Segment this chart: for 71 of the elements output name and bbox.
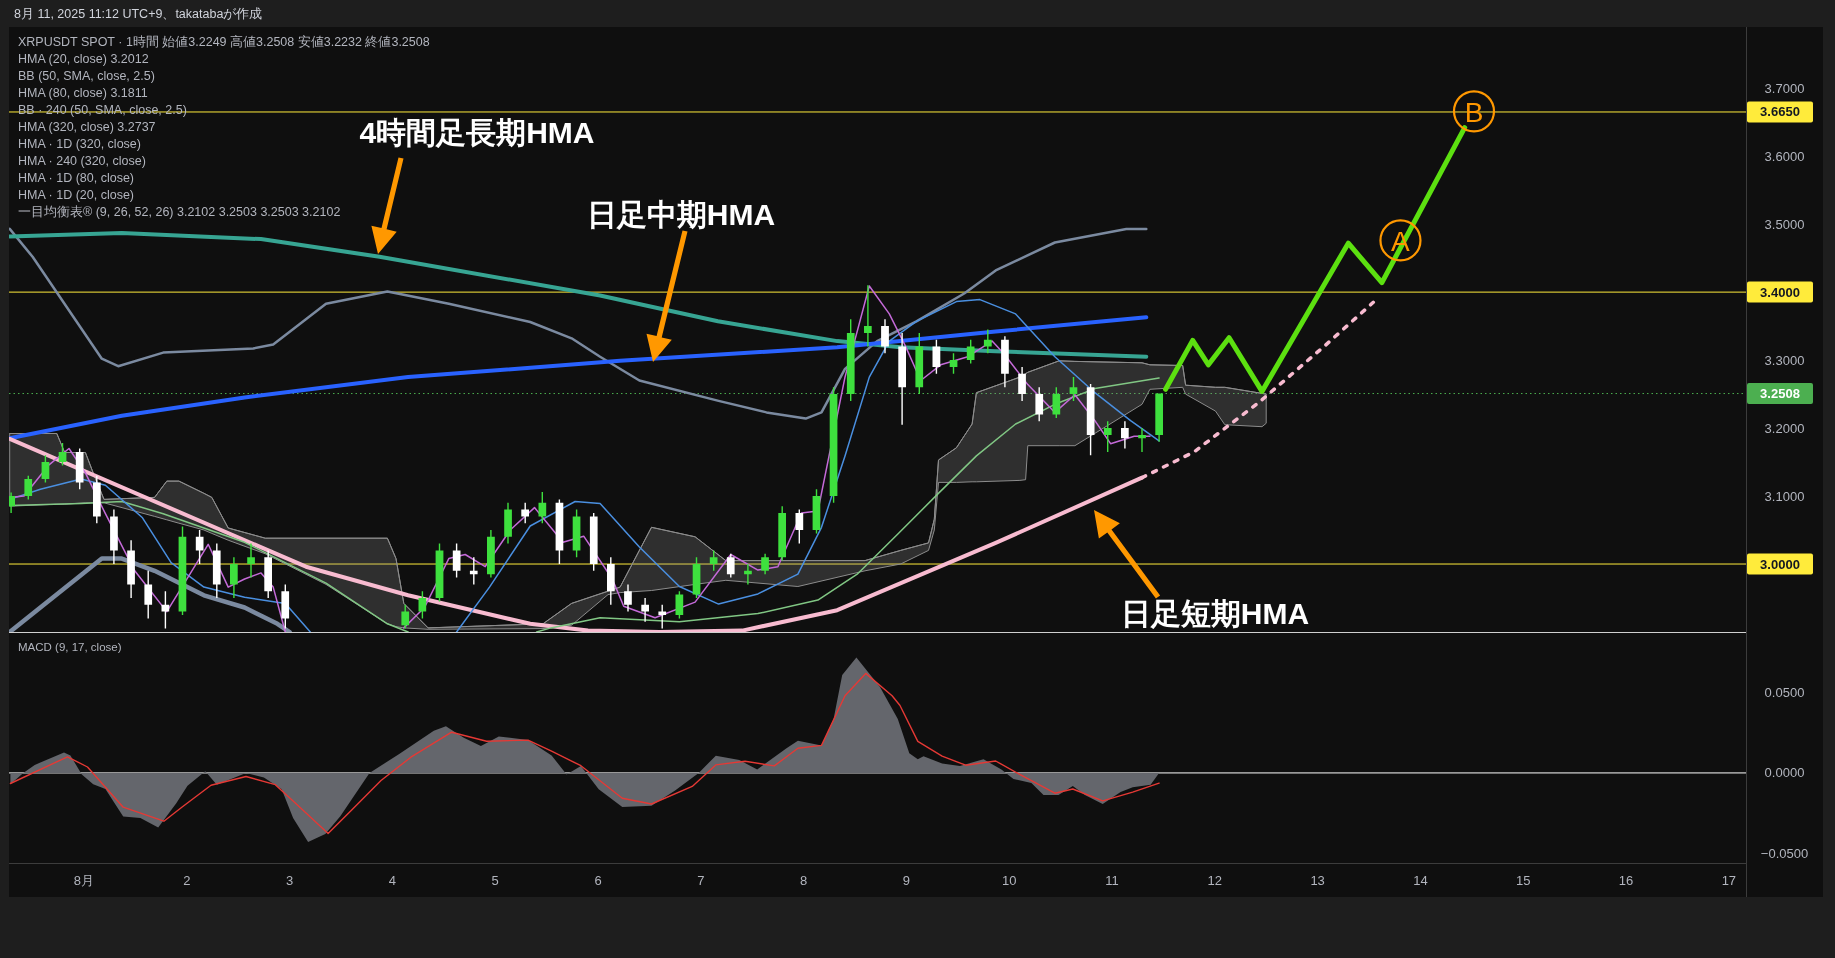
- ref-line-label: 3.6650: [1760, 104, 1800, 120]
- y-tick-label: 3.7000: [1764, 80, 1805, 96]
- ref-line-label: 3.0000: [1760, 556, 1800, 572]
- y-tick-label: 3.3000: [1764, 352, 1805, 368]
- y-tick-label: 0.0000: [1764, 765, 1805, 781]
- annotation: HMA · 1D (80, close): [18, 170, 135, 185]
- annotation: HMA · 240 (320, close): [18, 153, 146, 168]
- annotation: HMA (20, close) 3.2012: [18, 51, 149, 66]
- x-tick-label: 4: [388, 872, 396, 888]
- line-series: [9, 556, 292, 632]
- candlestick: [1121, 421, 1129, 449]
- x-tick-label: 11: [1105, 872, 1119, 888]
- y-tick-label: −0.0500: [1760, 845, 1809, 861]
- text: MACD (9, 17, close): [18, 641, 122, 653]
- annotation: 日足中期HMA: [586, 197, 776, 231]
- candlestick: [110, 509, 118, 564]
- candlestick: [983, 329, 992, 354]
- candlestick: [127, 540, 135, 598]
- candlestick: [1018, 366, 1026, 401]
- candlestick: [469, 557, 478, 585]
- candlestick: [1138, 428, 1146, 452]
- x-tick-label: 3: [285, 872, 294, 888]
- candlestick: [864, 285, 872, 347]
- candlestick: [641, 598, 649, 622]
- candlestick: [247, 543, 255, 578]
- candlestick: [744, 564, 752, 585]
- candlestick: [504, 502, 512, 544]
- annotation: HMA · 1D (320, close): [18, 136, 141, 151]
- annotation: 日足短期HMA: [1120, 596, 1310, 630]
- x-tick-label: 10: [1001, 872, 1017, 888]
- candlestick: [230, 557, 238, 598]
- x-tick-label: 6: [594, 872, 602, 888]
- x-tick-label: 8月: [73, 872, 95, 888]
- text: 8月 11, 2025 11:12 UTC+9、takatabaが作成: [14, 6, 263, 21]
- annotation: BB (50, SMA, close, 2.5): [18, 68, 155, 83]
- x-tick-label: 17: [1721, 872, 1737, 888]
- ref-line-label: 3.4000: [1760, 284, 1800, 300]
- ref-line-label: 3.2508: [1760, 386, 1800, 402]
- x-tick-label: 8: [799, 872, 808, 888]
- x-tick-label: 2: [183, 872, 191, 888]
- y-tick-label: 3.1000: [1764, 488, 1805, 504]
- x-tick-label: 13: [1310, 872, 1325, 888]
- x-tick-label: 12: [1207, 872, 1223, 888]
- candlestick: [761, 553, 769, 575]
- annotation: HMA (80, close) 3.1811: [18, 85, 148, 100]
- x-tick-label: 16: [1618, 872, 1634, 888]
- annotation: HMA (320, close) 3.2737: [18, 119, 156, 134]
- x-tick-label: 15: [1516, 872, 1531, 888]
- annotation: 一目均衡表® (9, 26, 52, 26) 3.2102 3.2503 3.2503 3.2102: [18, 204, 341, 219]
- x-tick-label: 9: [902, 872, 911, 888]
- annotation: B: [1464, 96, 1484, 128]
- candlestick: [212, 543, 221, 598]
- candlestick: [881, 319, 889, 354]
- annotation: XRPUSDT SPOT · 1時間 始値3.2249 高値3.2508 安値3.2232 終値3.2508: [18, 33, 430, 49]
- candlestick: [1001, 336, 1009, 388]
- x-tick-label: 14: [1413, 872, 1428, 888]
- annotation: HMA · 1D (20, close): [18, 187, 135, 202]
- candlestick: [607, 557, 615, 605]
- candlestick: [726, 553, 735, 578]
- annotation: 4時間足長期HMA: [359, 115, 595, 149]
- y-tick-label: 0.0500: [1764, 685, 1805, 701]
- x-tick-label: 7: [697, 872, 705, 888]
- y-tick-label: 3.2000: [1764, 420, 1805, 436]
- line-series: [9, 315, 1149, 441]
- y-tick-label: 3.5000: [1764, 216, 1805, 232]
- y-tick-label: 3.6000: [1764, 148, 1805, 164]
- line-series: [9, 231, 1149, 359]
- candlestick: [624, 584, 632, 612]
- candlestick: [898, 332, 906, 425]
- x-tick-label: 5: [491, 872, 499, 888]
- candlestick: [93, 475, 101, 524]
